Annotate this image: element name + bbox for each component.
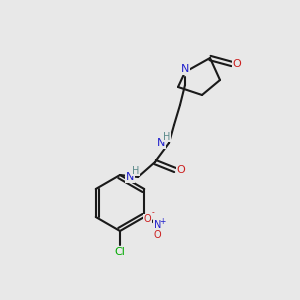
- Text: N: N: [126, 172, 134, 182]
- Text: O: O: [153, 230, 161, 240]
- Text: N: N: [157, 138, 165, 148]
- Text: O: O: [143, 214, 151, 224]
- Text: -: -: [151, 208, 154, 217]
- Text: H: H: [132, 166, 140, 176]
- Text: N: N: [154, 220, 161, 230]
- Text: O: O: [177, 165, 185, 175]
- Text: O: O: [232, 59, 242, 69]
- Text: H: H: [163, 132, 171, 142]
- Text: +: +: [159, 217, 165, 226]
- Text: N: N: [181, 64, 189, 74]
- Text: Cl: Cl: [115, 247, 125, 257]
